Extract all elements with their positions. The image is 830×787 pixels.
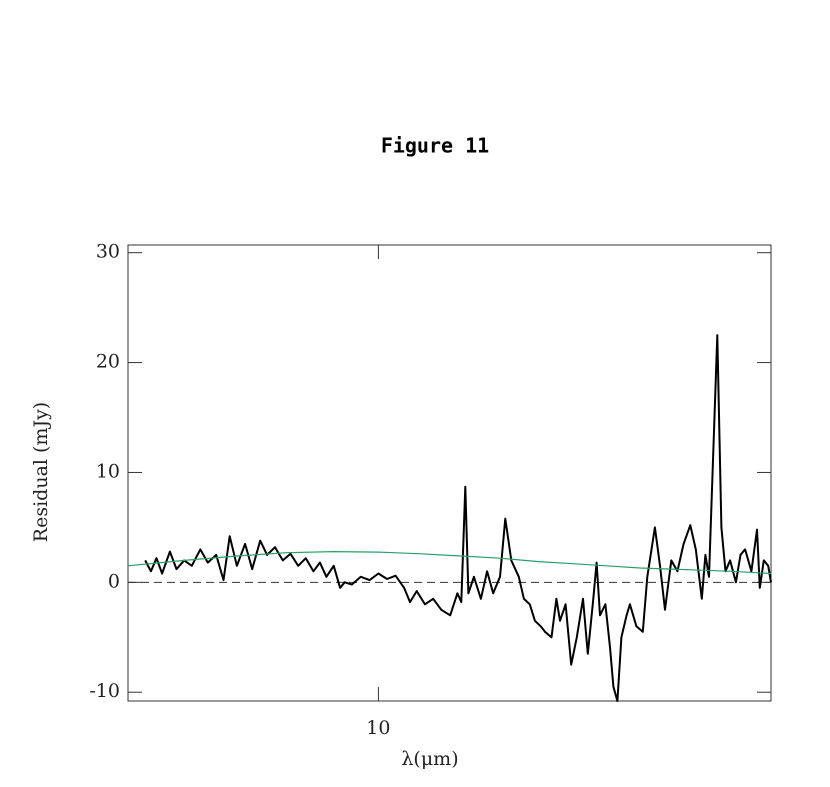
y-axis-label: Residual (mJy) <box>30 402 52 542</box>
x-axis-label: λ(μm) <box>401 748 458 770</box>
y-tick-label: 10 <box>96 460 120 482</box>
series-line <box>144 334 772 702</box>
x-tick-label: 10 <box>366 717 390 739</box>
series-line <box>127 551 772 575</box>
y-tick-label: 0 <box>108 570 120 592</box>
plot-frame <box>127 244 772 702</box>
y-tick-label: 30 <box>96 241 120 263</box>
y-tick-label: -10 <box>89 680 120 702</box>
y-tick-label: 20 <box>96 351 120 373</box>
chart-title: Figure 11 <box>381 134 489 158</box>
